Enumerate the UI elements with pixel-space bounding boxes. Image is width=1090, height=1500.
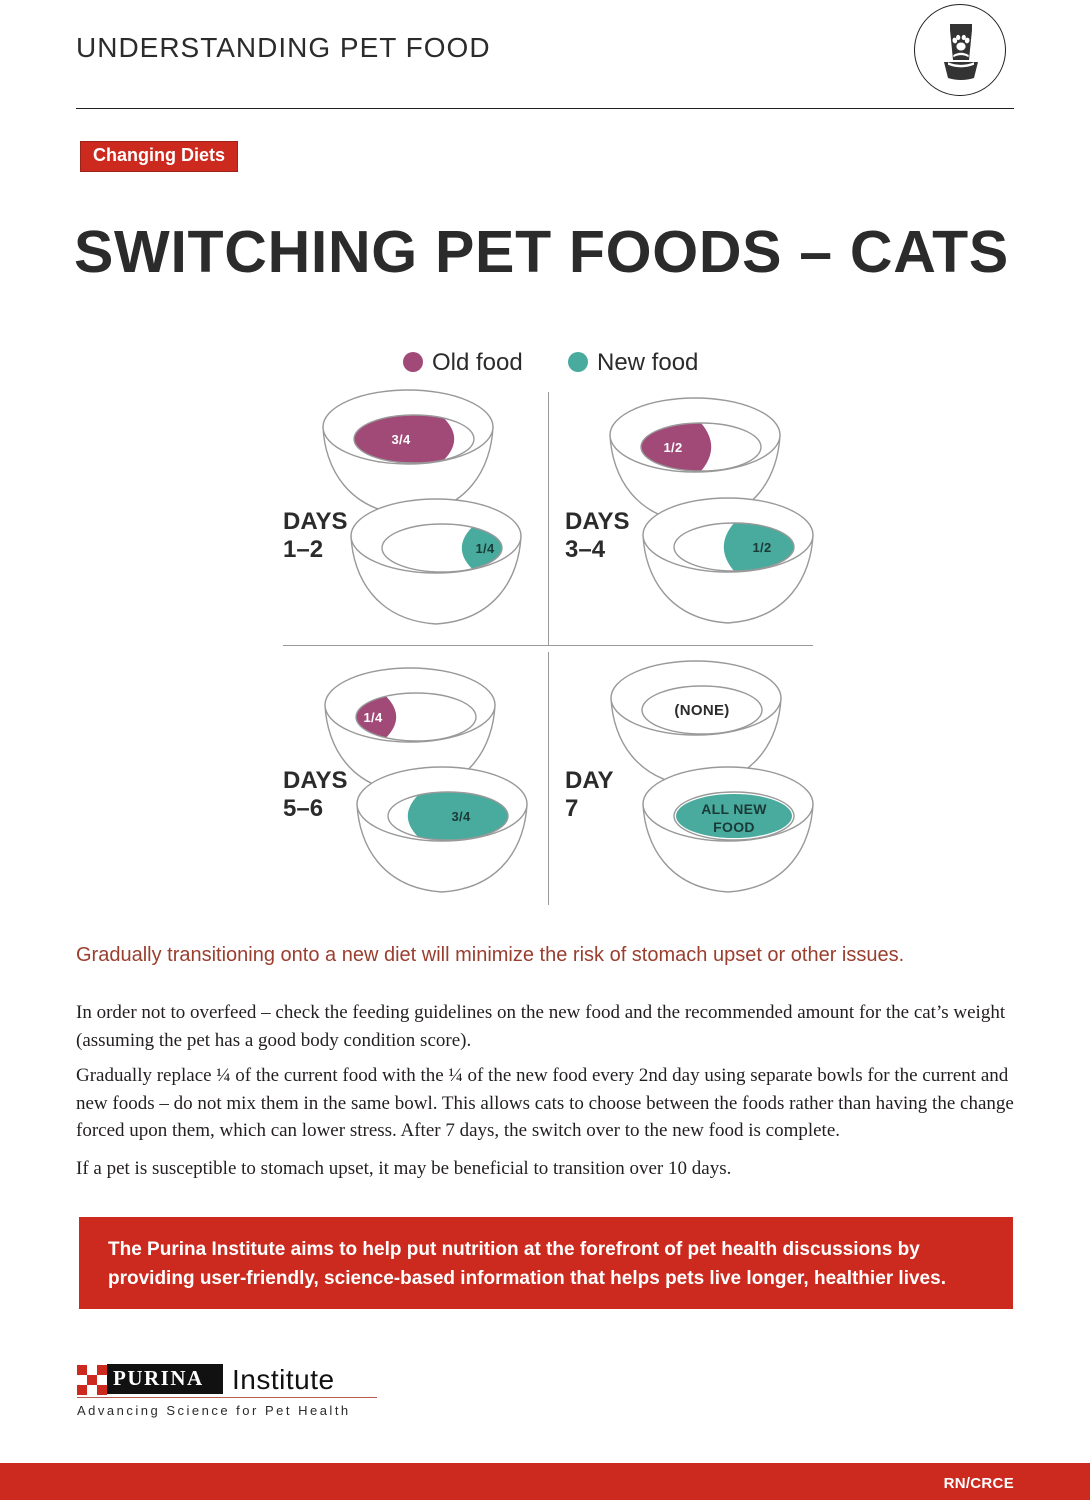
svg-text:3/4: 3/4 [392, 432, 411, 447]
svg-text:1/4: 1/4 [476, 541, 495, 556]
svg-text:1/4: 1/4 [364, 710, 383, 725]
svg-text:1/2: 1/2 [664, 440, 683, 455]
svg-text:1/2: 1/2 [753, 540, 772, 555]
svg-text:FOOD: FOOD [713, 819, 755, 835]
svg-text:(NONE): (NONE) [674, 702, 729, 719]
svg-text:ALL NEW: ALL NEW [701, 801, 767, 817]
svg-text:3/4: 3/4 [452, 809, 471, 824]
